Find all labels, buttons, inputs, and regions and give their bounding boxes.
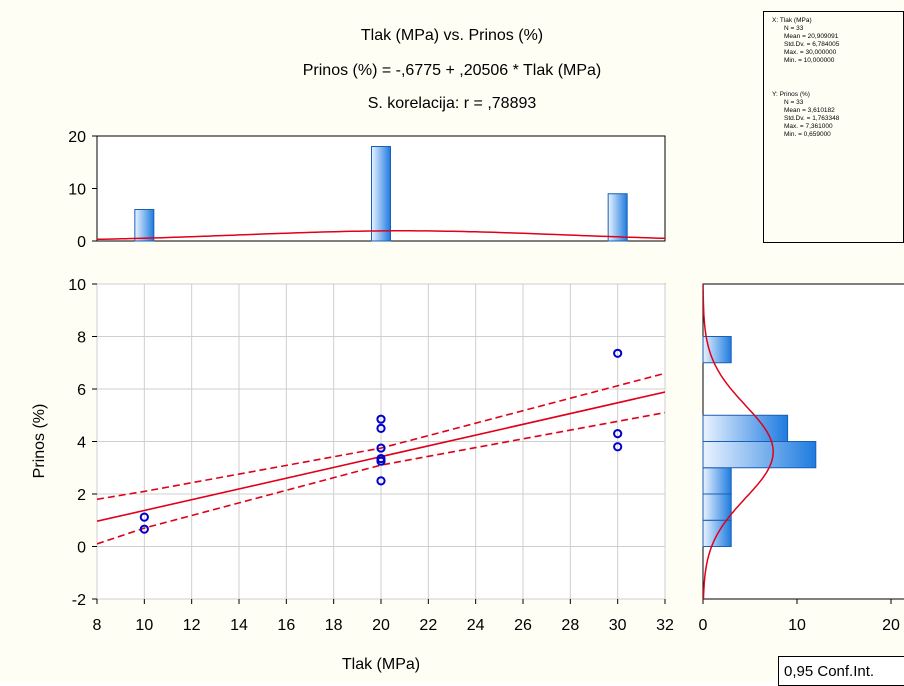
y-axis-label: Prinos (%): [31, 404, 48, 479]
x-tick-label: 20: [372, 617, 390, 634]
y-stat-line: Std.Dv. = 1,763348: [772, 115, 839, 123]
y-tick-label: -2: [72, 592, 86, 609]
x-tick-label: 24: [467, 617, 485, 634]
x-stat-line: Max. = 30,000000: [772, 49, 839, 57]
top-hist-tick-label: 20: [68, 129, 86, 146]
y-tick-label: 4: [77, 435, 86, 452]
right-hist-tick-label: 20: [882, 617, 900, 634]
right-hist-tick-label: 0: [699, 617, 708, 634]
x-tick-label: 22: [419, 617, 437, 634]
statistics-box: X: Tlak (MPa) N = 33 Mean = 20,909091 St…: [763, 11, 904, 243]
x-tick-label: 30: [609, 617, 627, 634]
x-tick-label: 26: [514, 617, 532, 634]
right-hist-tick-label: 10: [788, 617, 806, 634]
y-tick-label: 0: [77, 540, 86, 557]
x-axis-label: Tlak (MPa): [342, 656, 420, 673]
x-stat-line: Std.Dv. = 6,784005: [772, 41, 839, 49]
right-histogram-bar: [703, 468, 731, 494]
y-tick-label: 10: [68, 277, 86, 294]
x-stat-line: Min. = 10,000000: [772, 57, 839, 65]
top-hist-tick-label: 10: [68, 182, 86, 199]
top-histogram-bar: [135, 210, 154, 242]
y-tick-label: 2: [77, 487, 86, 504]
x-stats-header: X: Tlak (MPa): [772, 17, 839, 25]
top-histogram-bar: [372, 147, 391, 242]
x-stat-line: N = 33: [772, 25, 839, 33]
x-tick-label: 32: [656, 617, 674, 634]
top-histogram-bar: [608, 194, 627, 241]
x-tick-label: 16: [277, 617, 295, 634]
y-stats-header: Y: Prinos (%): [772, 91, 839, 99]
y-stat-line: N = 33: [772, 99, 839, 107]
right-histogram-bar: [703, 442, 816, 468]
confidence-legend-label: 0,95 Conf.Int.: [784, 663, 874, 680]
y-stat-line: Max. = 7,361000: [772, 123, 839, 131]
x-tick-label: 8: [93, 617, 102, 634]
y-tick-label: 8: [77, 330, 86, 347]
x-tick-label: 12: [183, 617, 201, 634]
x-tick-label: 18: [325, 617, 343, 634]
x-stat-line: Mean = 20,909091: [772, 33, 839, 41]
y-stat-line: Mean = 3,610182: [772, 107, 839, 115]
x-tick-label: 10: [135, 617, 153, 634]
x-tick-label: 28: [561, 617, 579, 634]
right-histogram-bar: [703, 415, 788, 441]
y-tick-label: 6: [77, 382, 86, 399]
y-stat-line: Min. = 0,659000: [772, 131, 839, 139]
x-tick-label: 14: [230, 617, 248, 634]
right-histogram-bar: [703, 494, 731, 520]
top-hist-tick-label: 0: [77, 234, 86, 251]
